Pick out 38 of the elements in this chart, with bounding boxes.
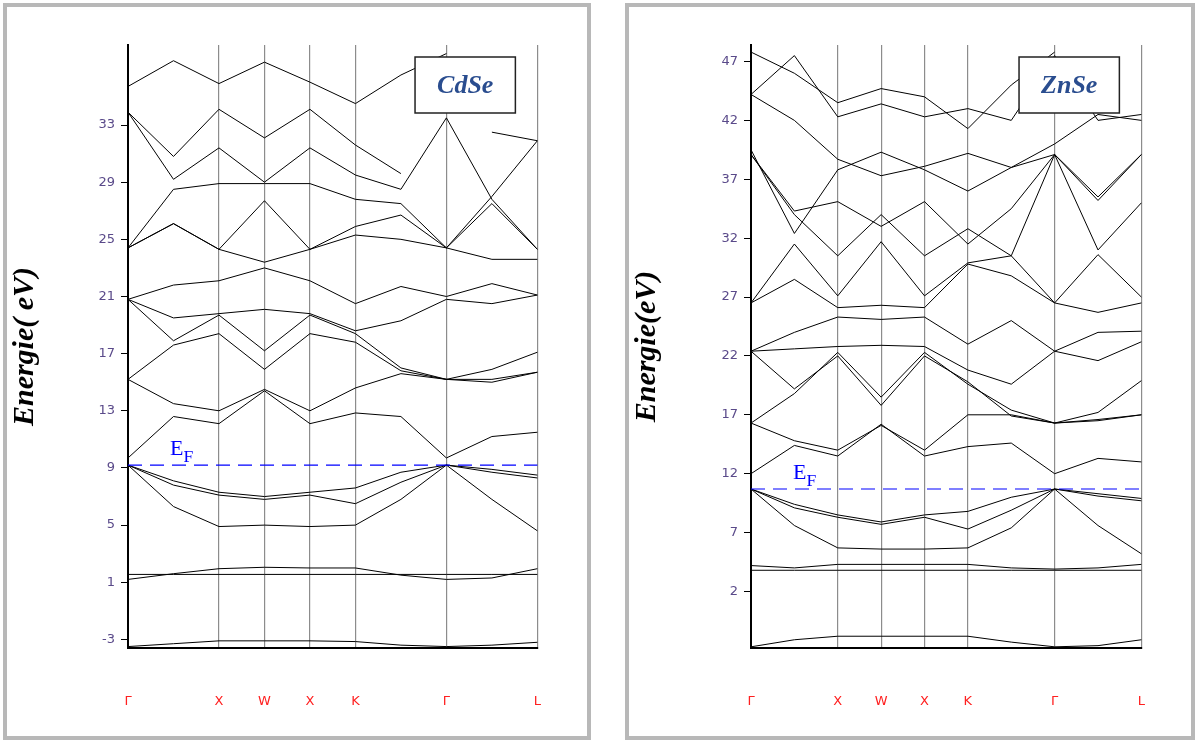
y-tick-label: -3	[102, 630, 115, 646]
x-tick-label: K	[963, 693, 973, 709]
y-tick-label: 27	[721, 288, 738, 304]
x-tick-label: Γ	[442, 693, 451, 709]
y-tick-label: 7	[729, 523, 738, 539]
x-tick-label: X	[305, 693, 315, 709]
y-tick-label: 47	[721, 52, 738, 68]
text: ZnSe	[1040, 69, 1098, 99]
x-tick-label: X	[833, 693, 843, 709]
y-tick-label: 22	[721, 347, 738, 363]
y-tick-label: 25	[98, 230, 115, 246]
x-tick-label: W	[258, 693, 272, 709]
text: CdSe	[437, 69, 494, 99]
y-tick-label: 13	[98, 402, 115, 418]
x-tick-label: X	[214, 693, 224, 709]
x-tick-label: L	[533, 693, 542, 709]
y-tick-label: 1	[106, 573, 115, 589]
y-tick-label: 42	[721, 111, 738, 127]
x-tick-label: Γ	[124, 693, 133, 709]
y-tick-label: 9	[106, 459, 115, 475]
y-axis-title: Energie(eV)	[627, 270, 662, 424]
y-tick-label: 2	[729, 582, 738, 598]
y-tick-label: 33	[98, 116, 115, 132]
y-tick-label: 5	[106, 516, 115, 532]
y-tick-label: 29	[98, 173, 115, 189]
x-tick-label: K	[351, 693, 361, 709]
x-tick-label: Γ	[1051, 693, 1059, 709]
x-tick-label: Γ	[747, 693, 756, 709]
y-tick-label: 12	[721, 465, 738, 481]
y-tick-label: 32	[721, 229, 738, 245]
y-tick-label: 21	[98, 287, 115, 303]
x-tick-label: X	[920, 693, 930, 709]
y-tick-label: 37	[721, 170, 738, 186]
x-tick-label: W	[874, 693, 888, 709]
y-tick-label: 17	[721, 406, 738, 422]
x-tick-label: L	[1137, 693, 1146, 709]
y-tick-label: 17	[98, 345, 115, 361]
y-axis-title: Energie( eV)	[5, 266, 40, 428]
